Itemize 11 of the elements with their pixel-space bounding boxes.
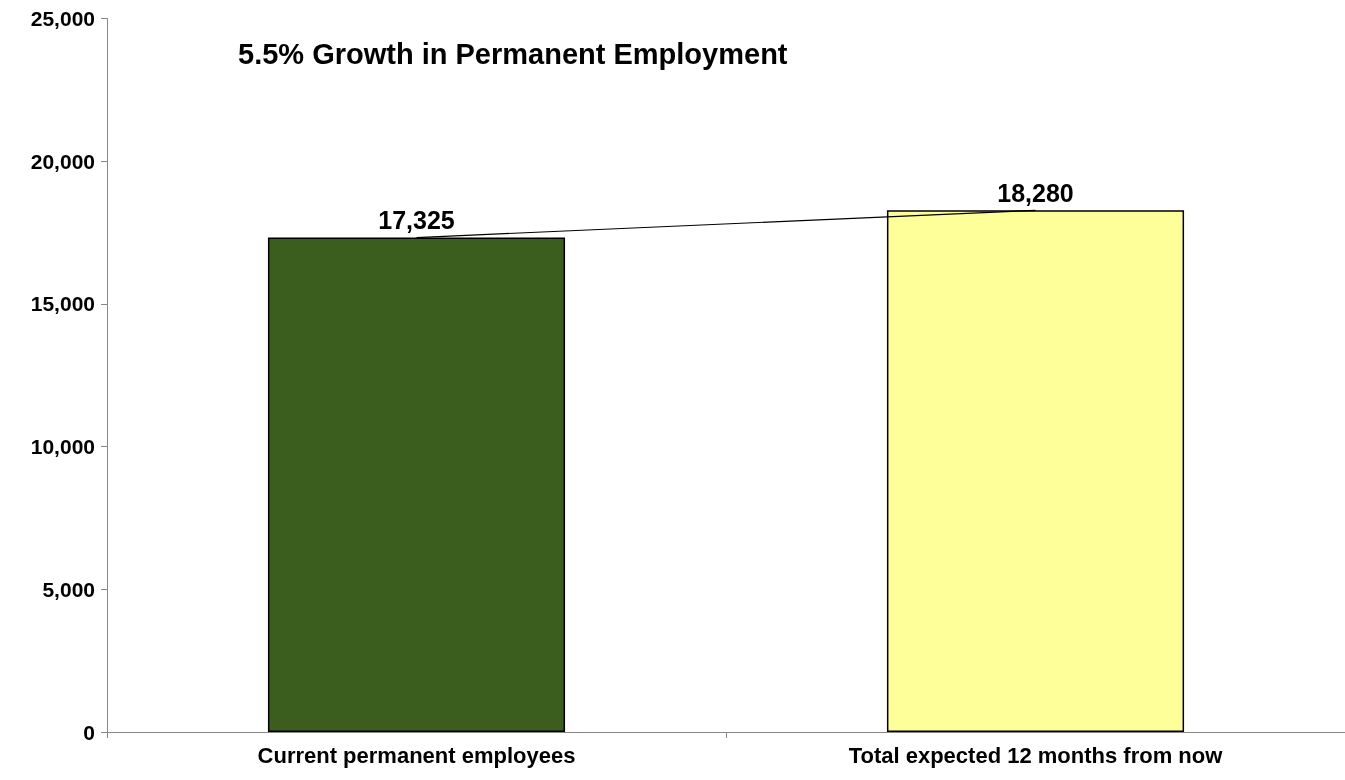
data-label: 17,325	[378, 206, 455, 235]
y-tick-label: 15,000	[30, 292, 95, 316]
x-tick-label: Total expected 12 months from now	[848, 742, 1224, 768]
text: 5.5% Growth in Permanent Employment	[238, 37, 788, 70]
data-label: 18,280	[997, 178, 1074, 207]
x-tick-label: Current permanent employees	[257, 742, 576, 768]
y-tick-label: 10,000	[30, 435, 95, 459]
y-tick-label: 5,000	[42, 577, 95, 601]
y-tick-label: 0	[83, 720, 95, 744]
y-tick-label: 25,000	[30, 7, 95, 30]
y-tick-label: 20,000	[30, 149, 95, 173]
